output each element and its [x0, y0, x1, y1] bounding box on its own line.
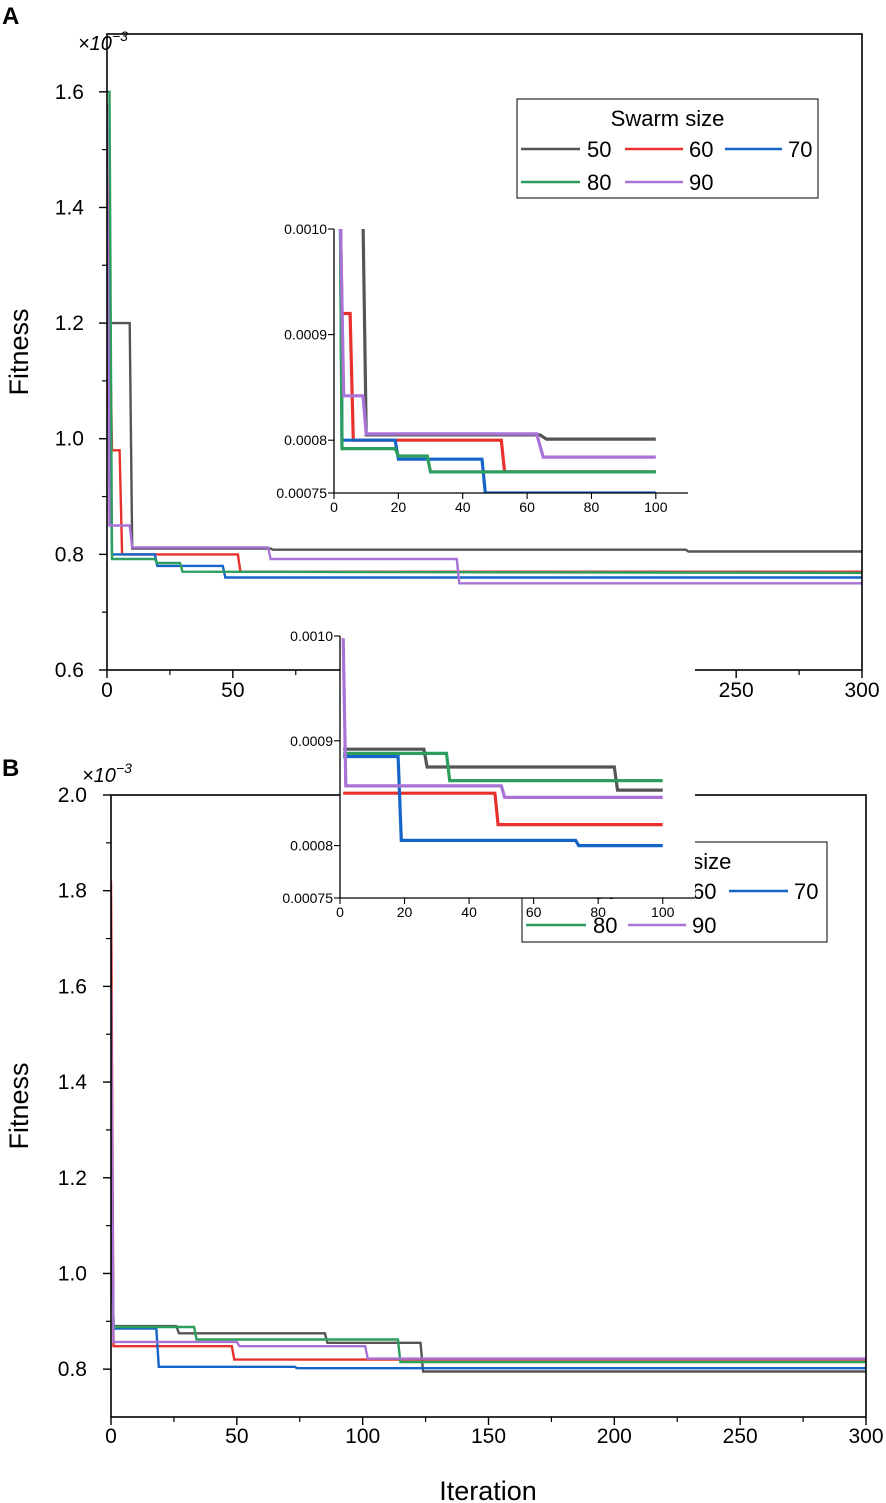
- x-tick-label: 50: [221, 679, 244, 702]
- y-tick-label: 1.6: [55, 81, 84, 104]
- y-tick-label: 1.0: [58, 1262, 87, 1285]
- legend-label-90: 90: [692, 913, 716, 938]
- y-tick-label: 1.2: [58, 1167, 87, 1190]
- legend-label-70: 70: [794, 879, 818, 904]
- inset-chart: 0 20 40 60 80 100 0.00075 0.0008 0.0009 0.0010: [276, 221, 688, 515]
- exponent-power: −3: [112, 28, 128, 44]
- y-tick-label: 1.4: [55, 196, 85, 219]
- series-group: [111, 881, 866, 1373]
- x-tick-label: 0: [105, 1425, 117, 1448]
- inset-y-tick-label: 0.0010: [290, 628, 333, 644]
- inset-series-line-90: [341, 638, 663, 799]
- legend-label-60: 60: [689, 137, 713, 162]
- legend-label-80: 80: [587, 170, 611, 195]
- inset-y-tick-label: 0.0008: [290, 838, 333, 854]
- inset-y-tick-label: 0.00075: [282, 890, 333, 906]
- x-tick-label: 300: [848, 1425, 883, 1448]
- y-axis-label: Fitness: [4, 308, 34, 395]
- inset-x-tick-label: 20: [391, 499, 407, 515]
- x-tick-label: 0: [101, 679, 113, 702]
- inset-series-line-70: [343, 754, 663, 848]
- inset-chart: 0 20 40 60 80 100 0.00075 0.0008 0.0009 0.0010: [282, 628, 695, 920]
- inset-y-tick-label: 0.0010: [284, 221, 327, 237]
- inset-x-tick-label: 80: [584, 499, 600, 515]
- inset-x-tick-label: 0: [336, 904, 344, 920]
- x-tick-label: 150: [471, 1425, 506, 1448]
- inset-series-group: [338, 229, 656, 493]
- inset-y-tick-label: 0.0008: [284, 432, 327, 448]
- series-line-50: [107, 195, 862, 553]
- series-line-90: [107, 103, 862, 585]
- panel-label: A: [2, 3, 19, 30]
- legend-title: Swarm size: [611, 106, 725, 131]
- legend-label-90: 90: [689, 170, 713, 195]
- x-tick-label: 50: [225, 1425, 248, 1448]
- y-tick-label: 1.6: [58, 975, 87, 998]
- x-tick-label: 250: [719, 679, 754, 702]
- legend-label-60: 60: [692, 879, 716, 904]
- inset-x-tick-label: 0: [330, 499, 338, 515]
- inset-y-tick-label: 0.0009: [290, 733, 333, 749]
- x-tick-label: 100: [345, 1425, 380, 1448]
- x-tick-label: 200: [597, 1425, 632, 1448]
- series-group: [107, 90, 862, 585]
- inset-series-line-60: [343, 791, 663, 827]
- exponent-label: ×10−3: [82, 760, 132, 787]
- inset-series-line-50: [343, 747, 663, 792]
- inset-series-line-80: [338, 229, 656, 474]
- inset-y-tick-label: 0.0009: [284, 327, 327, 343]
- inset-x-tick-label: 40: [455, 499, 471, 515]
- inset-x-tick-label: 80: [590, 904, 606, 920]
- inset-series-line-80: [343, 751, 663, 783]
- panel-label: B: [2, 755, 19, 782]
- panel-b: B ×10−30 50 100 150 200 250 3000.81.01.21.41.61…: [2, 628, 884, 1503]
- series-line-60: [111, 881, 866, 1361]
- exponent-power: −3: [116, 760, 132, 776]
- legend-label-50: 50: [587, 137, 611, 162]
- inset-series-line-90: [338, 229, 656, 459]
- y-tick-label: 1.8: [58, 880, 87, 903]
- inset-x-tick-label: 40: [461, 904, 477, 920]
- inset-x-tick-label: 100: [644, 499, 668, 515]
- inset-background: [334, 229, 688, 493]
- exponent-label: ×10−3: [78, 28, 128, 55]
- inset-series-line-50: [361, 229, 656, 441]
- inset-x-tick-label: 60: [519, 499, 535, 515]
- legend-label-70: 70: [788, 137, 812, 162]
- y-tick-label: 1.4: [58, 1071, 88, 1094]
- inset-y-tick-label: 0.00075: [276, 485, 327, 501]
- y-tick-label: 0.8: [55, 543, 84, 566]
- series-line-90: [111, 986, 866, 1360]
- legend-label-80: 80: [593, 913, 617, 938]
- inset-x-tick-label: 100: [651, 904, 675, 920]
- y-tick-label: 2.0: [58, 784, 87, 807]
- x-tick-label: 300: [844, 679, 879, 702]
- inset-x-tick-label: 60: [526, 904, 542, 920]
- x-axis-label: Iteration: [439, 1476, 537, 1503]
- y-axis-label: Fitness: [4, 1062, 34, 1149]
- x-tick-label: 250: [723, 1425, 758, 1448]
- y-tick-label: 1.2: [55, 312, 84, 335]
- y-tick-label: 1.0: [55, 428, 84, 451]
- y-tick-label: 0.8: [58, 1358, 87, 1381]
- y-tick-label: 0.6: [55, 659, 84, 682]
- inset-x-tick-label: 20: [397, 904, 413, 920]
- inset-series-group: [341, 638, 663, 848]
- series-line-80: [107, 90, 862, 575]
